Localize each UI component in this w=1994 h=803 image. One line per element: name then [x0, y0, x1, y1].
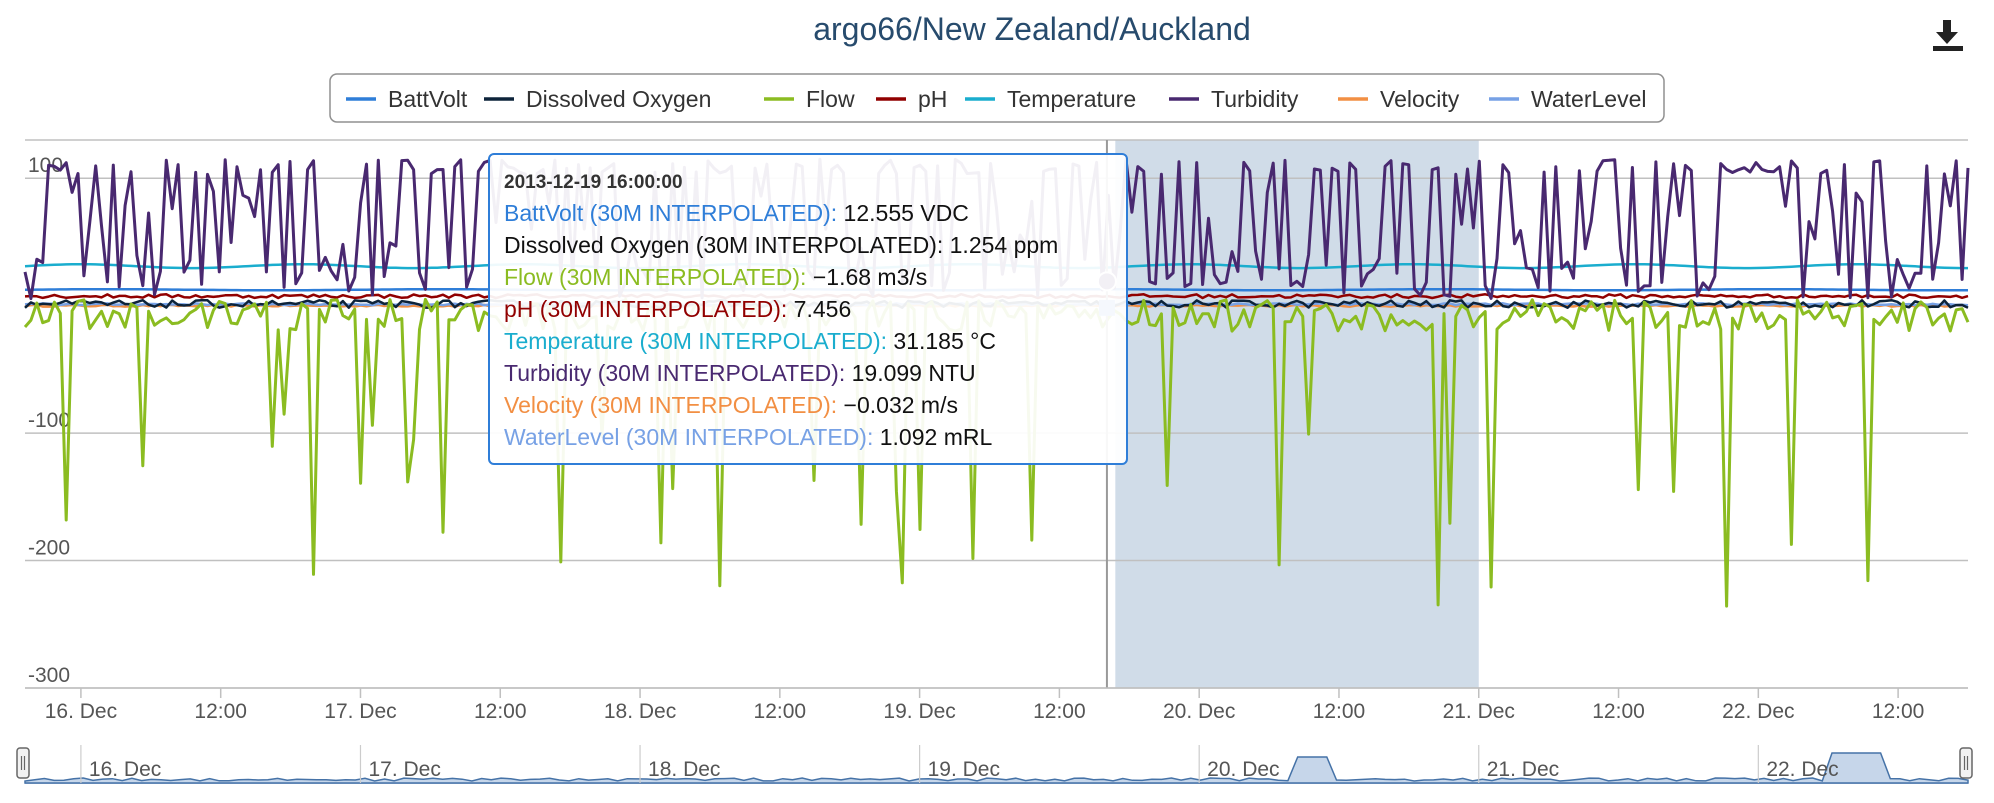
navigator-tick-label: 16. Dec	[89, 758, 161, 781]
navigator-handle-right[interactable]	[1959, 747, 1973, 779]
y-tick-label: 100	[28, 154, 63, 177]
tooltip-series-value: 12.555 VDC	[837, 200, 969, 226]
navigator-series	[24, 752, 1969, 784]
legend-item-battvolt[interactable]: BattVolt	[346, 86, 468, 112]
y-tick-label: -300	[28, 664, 70, 687]
legend-item-temperature[interactable]: Temperature	[965, 86, 1136, 112]
tooltip-series-label: WaterLevel (30M INTERPOLATED):	[504, 424, 874, 450]
tooltip: 2013-12-19 16:00:00 BattVolt (30M INTERP…	[488, 153, 1128, 465]
tooltip-date: 2013-12-19 16:00:00	[504, 172, 683, 193]
chart-legend: BattVolt Dissolved Oxygen Flow pH Temperatur…	[329, 73, 1665, 123]
x-tick-label: 12:00	[1033, 700, 1086, 723]
y-tick-label: -100	[28, 409, 70, 432]
navigator-tick-label: 19. Dec	[928, 758, 1000, 781]
legend-label: Flow	[806, 86, 855, 112]
legend-item-dissolved-oxygen[interactable]: Dissolved Oxygen	[484, 86, 711, 112]
x-tick-label: 16. Dec	[45, 700, 117, 723]
tooltip-series-label: pH (30M INTERPOLATED):	[504, 296, 788, 322]
tooltip-row: Velocity (30M INTERPOLATED): −0.032 m/s	[504, 389, 1112, 421]
tooltip-series-value: 1.092 mRL	[873, 424, 993, 450]
tooltip-series-label: Dissolved Oxygen (30M INTERPOLATED):	[504, 232, 944, 258]
tooltip-series-value: 7.456	[787, 296, 852, 322]
x-tick-label: 22. Dec	[1722, 700, 1794, 723]
tooltip-series-value: −0.032 m/s	[837, 392, 958, 418]
legend-label: Turbidity	[1211, 86, 1299, 112]
x-tick-label: 12:00	[754, 700, 807, 723]
legend-box	[329, 73, 1665, 123]
tooltip-row: WaterLevel (30M INTERPOLATED): 1.092 mRL	[504, 421, 1112, 453]
tooltip-series-label: Velocity (30M INTERPOLATED):	[504, 392, 838, 418]
navigator-tick-label: 20. Dec	[1207, 758, 1279, 781]
tooltip-row: BattVolt (30M INTERPOLATED): 12.555 VDC	[504, 197, 1112, 229]
tooltip-row: Turbidity (30M INTERPOLATED): 19.099 NTU	[504, 357, 1112, 389]
navigator-tick-label: 17. Dec	[368, 758, 440, 781]
tooltip-row: pH (30M INTERPOLATED): 7.456	[504, 293, 1112, 325]
legend-item-waterlevel[interactable]: WaterLevel	[1489, 86, 1646, 112]
x-tick-label: 12:00	[1313, 700, 1366, 723]
tooltip-series-value: 1.254 ppm	[943, 232, 1059, 258]
x-tick-label: 17. Dec	[324, 700, 396, 723]
navigator-tick-label: 18. Dec	[648, 758, 720, 781]
legend-label: pH	[918, 86, 947, 112]
x-tick-label: 12:00	[474, 700, 527, 723]
x-tick-label: 12:00	[1592, 700, 1645, 723]
tooltip-row: Flow (30M INTERPOLATED): −1.68 m3/s	[504, 261, 1112, 293]
tooltip-series-value: −1.68 m3/s	[806, 264, 928, 290]
legend-item-ph[interactable]: pH	[876, 86, 947, 112]
tooltip-row: Dissolved Oxygen (30M INTERPOLATED): 1.2…	[504, 229, 1112, 261]
navigator-handle-left[interactable]	[16, 747, 30, 779]
x-tick-label: 12:00	[1872, 700, 1925, 723]
tooltip-row: Temperature (30M INTERPOLATED): 31.185 °…	[504, 325, 1112, 357]
x-tick-label: 21. Dec	[1443, 700, 1515, 723]
legend-label: Temperature	[1007, 86, 1136, 112]
y-tick-label: -200	[28, 537, 70, 560]
tooltip-series-label: Flow (30M INTERPOLATED):	[504, 264, 807, 290]
export-button[interactable]	[1930, 18, 1966, 52]
chart-title: argo66/New Zealand/Auckland	[813, 11, 1251, 47]
navigator[interactable]: 16. Dec 17. Dec 18. Dec 19. Dec 20. Dec 21. D…	[16, 745, 1973, 784]
legend-label: Dissolved Oxygen	[526, 86, 711, 112]
x-tick-label: 20. Dec	[1163, 700, 1235, 723]
legend-item-flow[interactable]: Flow	[764, 86, 855, 112]
legend-label: WaterLevel	[1531, 86, 1646, 112]
navigator-tick-label: 21. Dec	[1487, 758, 1559, 781]
tooltip-series-label: Temperature (30M INTERPOLATED):	[504, 328, 888, 354]
legend-item-turbidity[interactable]: Turbidity	[1169, 86, 1299, 112]
legend-item-velocity[interactable]: Velocity	[1338, 86, 1460, 112]
tooltip-series-value: 19.099 NTU	[845, 360, 976, 386]
legend-label: Velocity	[1380, 86, 1460, 112]
download-icon	[1933, 20, 1963, 51]
x-tick-label: 18. Dec	[604, 700, 676, 723]
tooltip-rows: BattVolt (30M INTERPOLATED): 12.555 VDC D…	[504, 197, 1112, 453]
plot-area: 100 -100 -200 -300 16. Dec 12:00 17. Dec 12:00 1…	[23, 139, 1970, 723]
navigator-tick-label: 22. Dec	[1766, 758, 1838, 781]
tooltip-series-label: Turbidity (30M INTERPOLATED):	[504, 360, 846, 386]
x-tick-label: 12:00	[194, 700, 247, 723]
legend-label: BattVolt	[388, 86, 468, 112]
x-tick-label: 19. Dec	[883, 700, 955, 723]
tooltip-series-value: 31.185 °C	[887, 328, 996, 354]
tooltip-series-label: BattVolt (30M INTERPOLATED):	[504, 200, 838, 226]
